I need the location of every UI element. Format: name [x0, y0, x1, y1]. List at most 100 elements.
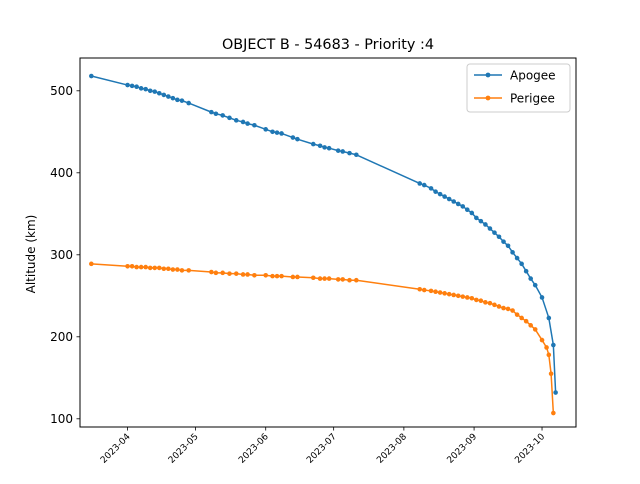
apogee-point	[125, 82, 130, 88]
perigee-point	[442, 291, 447, 296]
y-tick-label: 300	[50, 248, 73, 262]
perigee-point	[514, 312, 520, 317]
perigee-point	[455, 293, 461, 299]
perigee-point	[528, 323, 533, 328]
apogee-point	[501, 239, 506, 244]
apogee-point	[295, 136, 300, 142]
perigee-point	[129, 263, 135, 269]
apogee-point	[478, 218, 484, 224]
perigee-point	[166, 266, 171, 272]
apogee-point	[433, 189, 438, 194]
perigee-point	[492, 302, 497, 308]
apogee-point	[428, 186, 434, 191]
apogee-point	[347, 150, 352, 156]
perigee-point	[233, 271, 239, 276]
chart-title: OBJECT B - 54683 - Priority :4	[222, 37, 434, 53]
perigee-point	[152, 265, 158, 271]
apogee-point	[464, 207, 470, 212]
apogee-point	[213, 111, 219, 117]
apogee-point	[166, 94, 171, 99]
apogee-point	[437, 191, 443, 197]
legend-label-perigee: Perigee	[510, 92, 555, 106]
legend-marker-apogee	[485, 72, 491, 78]
apogee-point	[421, 182, 427, 188]
perigee-point	[335, 277, 341, 282]
apogee-point	[523, 268, 529, 274]
apogee-point	[152, 89, 158, 94]
perigee-point	[138, 264, 144, 270]
perigee-point	[487, 300, 493, 306]
apogee-point	[138, 86, 144, 91]
apogee-point	[505, 243, 511, 249]
apogee-point	[209, 109, 214, 115]
perigee-point	[175, 267, 180, 272]
perigee-point	[446, 291, 452, 297]
apogee-point	[233, 118, 239, 123]
apogee-point	[514, 255, 520, 261]
apogee-point	[510, 250, 515, 255]
apogee-point	[322, 145, 327, 150]
apogee-point	[227, 115, 232, 121]
perigee-point	[143, 264, 148, 270]
apogee-point	[134, 84, 139, 89]
apogee-point	[326, 145, 332, 151]
perigee-point	[156, 265, 162, 271]
apogee-point	[290, 135, 296, 140]
perigee-point	[317, 276, 323, 281]
perigee-point	[326, 276, 332, 281]
apogee-point	[147, 88, 153, 94]
perigee-point	[179, 268, 185, 273]
series-layer	[89, 73, 558, 416]
apogee-point	[340, 149, 346, 154]
apogee-point	[492, 230, 497, 235]
perigee-point	[263, 273, 269, 278]
perigee-point	[252, 273, 257, 278]
perigee-point	[469, 295, 475, 301]
apogee-point	[455, 201, 461, 207]
apogee-point	[274, 130, 280, 135]
apogee-point	[161, 92, 167, 98]
perigee-point	[279, 273, 284, 279]
perigee-point	[147, 265, 153, 271]
series-apogee	[89, 73, 558, 395]
perigee-point	[464, 295, 470, 300]
apogee-point	[170, 95, 176, 101]
apogee-point	[175, 97, 180, 103]
perigee-point	[240, 272, 246, 277]
perigee-point	[290, 274, 296, 280]
apogee-point	[451, 199, 457, 204]
apogee-point	[487, 226, 493, 231]
apogee-point	[442, 194, 447, 199]
perigee-point	[437, 290, 443, 295]
legend: Apogee Perigee	[466, 63, 571, 113]
perigee-point	[548, 371, 554, 377]
perigee-point	[496, 304, 502, 309]
perigee-point	[274, 273, 280, 279]
perigee-point	[186, 268, 192, 273]
apogee-point	[270, 129, 275, 135]
apogee-point	[354, 152, 359, 158]
apogee-point	[532, 282, 538, 288]
apogee-point	[474, 215, 479, 221]
apogee-point	[186, 100, 192, 106]
perigee-point	[451, 292, 457, 298]
perigee-point	[347, 277, 352, 283]
apogee-point	[89, 73, 94, 79]
perigee-point	[460, 294, 466, 299]
apogee-point	[519, 261, 524, 267]
perigee-point	[227, 271, 232, 276]
apogee-point	[310, 141, 316, 147]
perigee-point	[220, 270, 225, 276]
perigee-point	[519, 315, 524, 321]
perigee-point	[474, 297, 479, 303]
apogee-point	[263, 127, 269, 132]
perigee-point	[544, 345, 549, 350]
perigee-point	[310, 275, 316, 281]
perigee-point	[478, 298, 484, 304]
legend-label-apogee: Apogee	[510, 69, 556, 83]
legend-marker-perigee	[485, 95, 491, 101]
perigee-point	[483, 300, 488, 305]
apogee-point	[156, 90, 162, 96]
